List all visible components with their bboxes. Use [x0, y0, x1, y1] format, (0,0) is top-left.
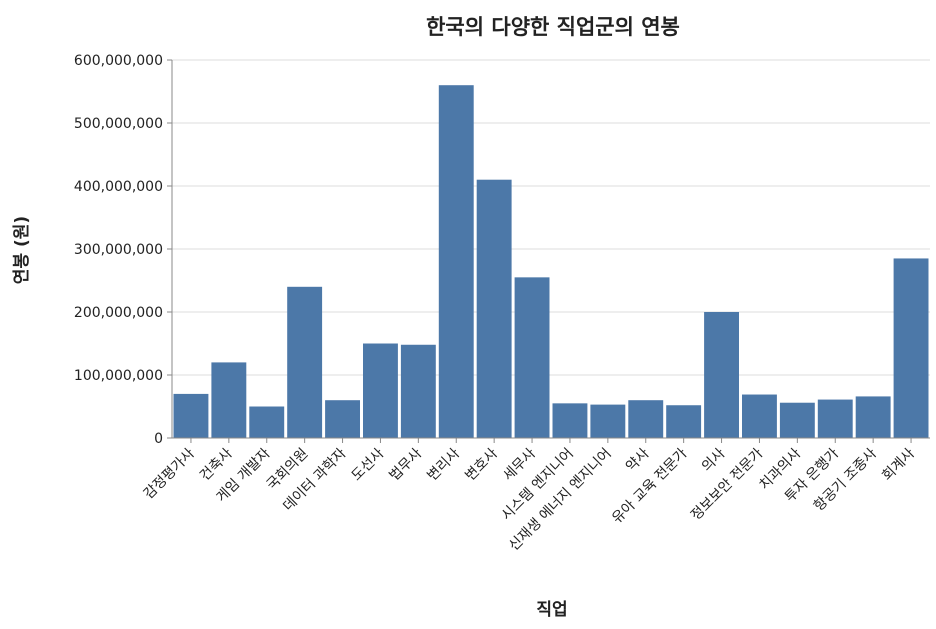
bar	[590, 404, 626, 438]
y-tick-label: 600,000,000	[74, 53, 163, 69]
x-tick-label: 법무사	[387, 445, 426, 484]
bar	[628, 400, 664, 438]
bar	[476, 179, 512, 438]
x-tick-label: 도선사	[349, 445, 388, 484]
x-tick-label: 약사	[623, 445, 653, 475]
gridlines	[172, 59, 930, 439]
y-axis-title: 연봉 (원)	[12, 216, 32, 284]
bar	[893, 258, 929, 438]
bars	[173, 85, 929, 438]
y-tick-label: 100,000,000	[74, 368, 163, 384]
bar	[325, 400, 360, 438]
bar	[438, 85, 474, 438]
chart-title: 한국의 다양한 직업군의 연봉	[426, 15, 680, 39]
y-tick-label: 400,000,000	[74, 179, 163, 195]
x-tick-label: 변리사	[424, 445, 463, 484]
bar	[363, 343, 398, 438]
bar	[552, 403, 588, 438]
y-tick-label: 300,000,000	[74, 242, 163, 258]
x-tick-label: 변호사	[462, 445, 501, 484]
bar	[742, 394, 777, 438]
bar	[817, 399, 853, 438]
y-tick-label: 200,000,000	[74, 305, 163, 321]
bar	[666, 405, 702, 438]
y-tick-label: 500,000,000	[74, 116, 163, 132]
bar	[400, 344, 436, 438]
x-tick-label: 회계사	[879, 445, 918, 484]
bar	[249, 406, 285, 438]
y-tick-label: 0	[154, 431, 163, 447]
bar	[514, 277, 550, 438]
bar	[211, 362, 247, 438]
y-axis: 0 100,000,000 200,000,000 300,000,000 400,00…	[74, 53, 173, 447]
bar	[855, 396, 891, 438]
bar	[173, 393, 209, 438]
bar	[704, 312, 739, 438]
bar	[287, 286, 323, 438]
x-tick-label: 감정평가사	[141, 445, 198, 502]
x-axis-title: 직업	[536, 600, 567, 620]
bar	[779, 402, 815, 438]
x-tick-label: 의사	[699, 445, 729, 475]
